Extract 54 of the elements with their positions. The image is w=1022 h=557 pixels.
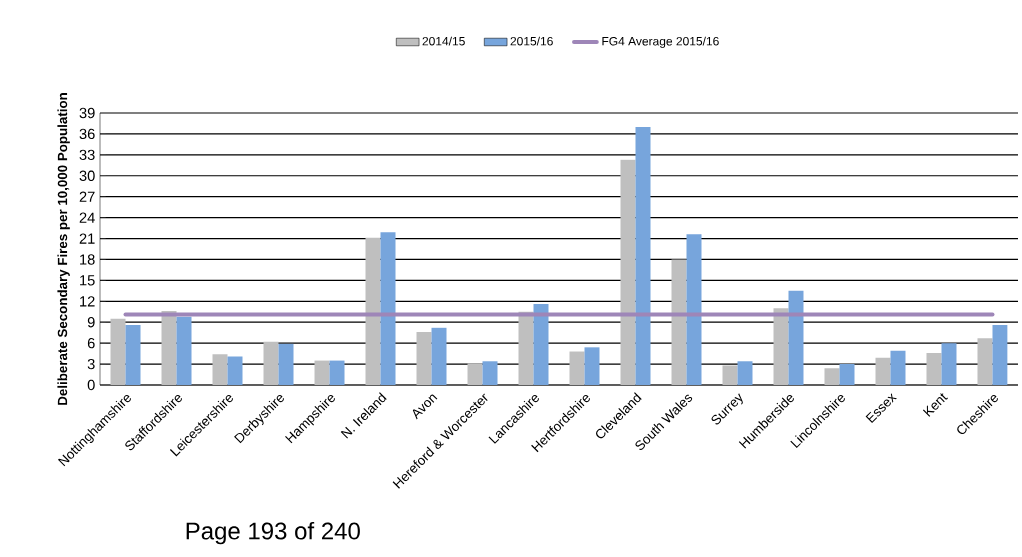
bar [314,360,330,385]
bar [431,327,447,385]
y-tick-label: 39 [79,107,95,119]
y-tick-label: 27 [79,191,95,202]
bar [890,350,906,385]
bar [926,352,942,385]
y-tick-label: 6 [87,337,95,349]
bar [161,311,177,385]
bar [416,331,432,385]
bar [518,311,534,385]
legend-label: 2014/15 [422,36,465,46]
bar [620,159,636,385]
bar [686,234,702,385]
bar [263,341,279,385]
bar [773,308,789,385]
y-tick-label: 30 [79,170,95,181]
text: Page 193 of 240 [186,521,360,545]
y-tick-label: 33 [79,149,95,161]
bar [722,365,738,385]
bar [227,356,243,385]
y-tick-label: 15 [80,275,95,286]
y-tick-label: 3 [87,358,95,370]
y-tick-label: 9 [87,317,95,328]
bar [992,325,1008,385]
bar [941,343,957,385]
y-tick-label: 24 [79,212,95,223]
bar [380,232,396,385]
bar [467,363,483,385]
bar [671,259,687,385]
bar [110,318,126,385]
bar [125,325,141,385]
y-tick-label: 18 [80,254,95,265]
bar [365,237,381,385]
bar [635,126,651,385]
bar [584,347,600,385]
y-tick-label: 21 [79,233,95,244]
bar [839,364,855,385]
bar [875,357,891,385]
bar [212,354,228,385]
bar [788,290,804,385]
bar [737,361,753,385]
bar [824,368,840,385]
y-tick-label: 36 [79,128,95,140]
y-tick-label: 0 [87,379,95,391]
bar [569,351,585,385]
y-tick-label: 12 [80,296,95,307]
legend-label: 2015/16 [510,36,553,46]
bar [977,338,993,385]
bar [176,316,192,385]
bar [278,343,294,385]
legend-label: FG4 Average 2015/16 [602,36,719,48]
bar [533,304,549,385]
bar [329,360,345,385]
bar [482,361,498,385]
